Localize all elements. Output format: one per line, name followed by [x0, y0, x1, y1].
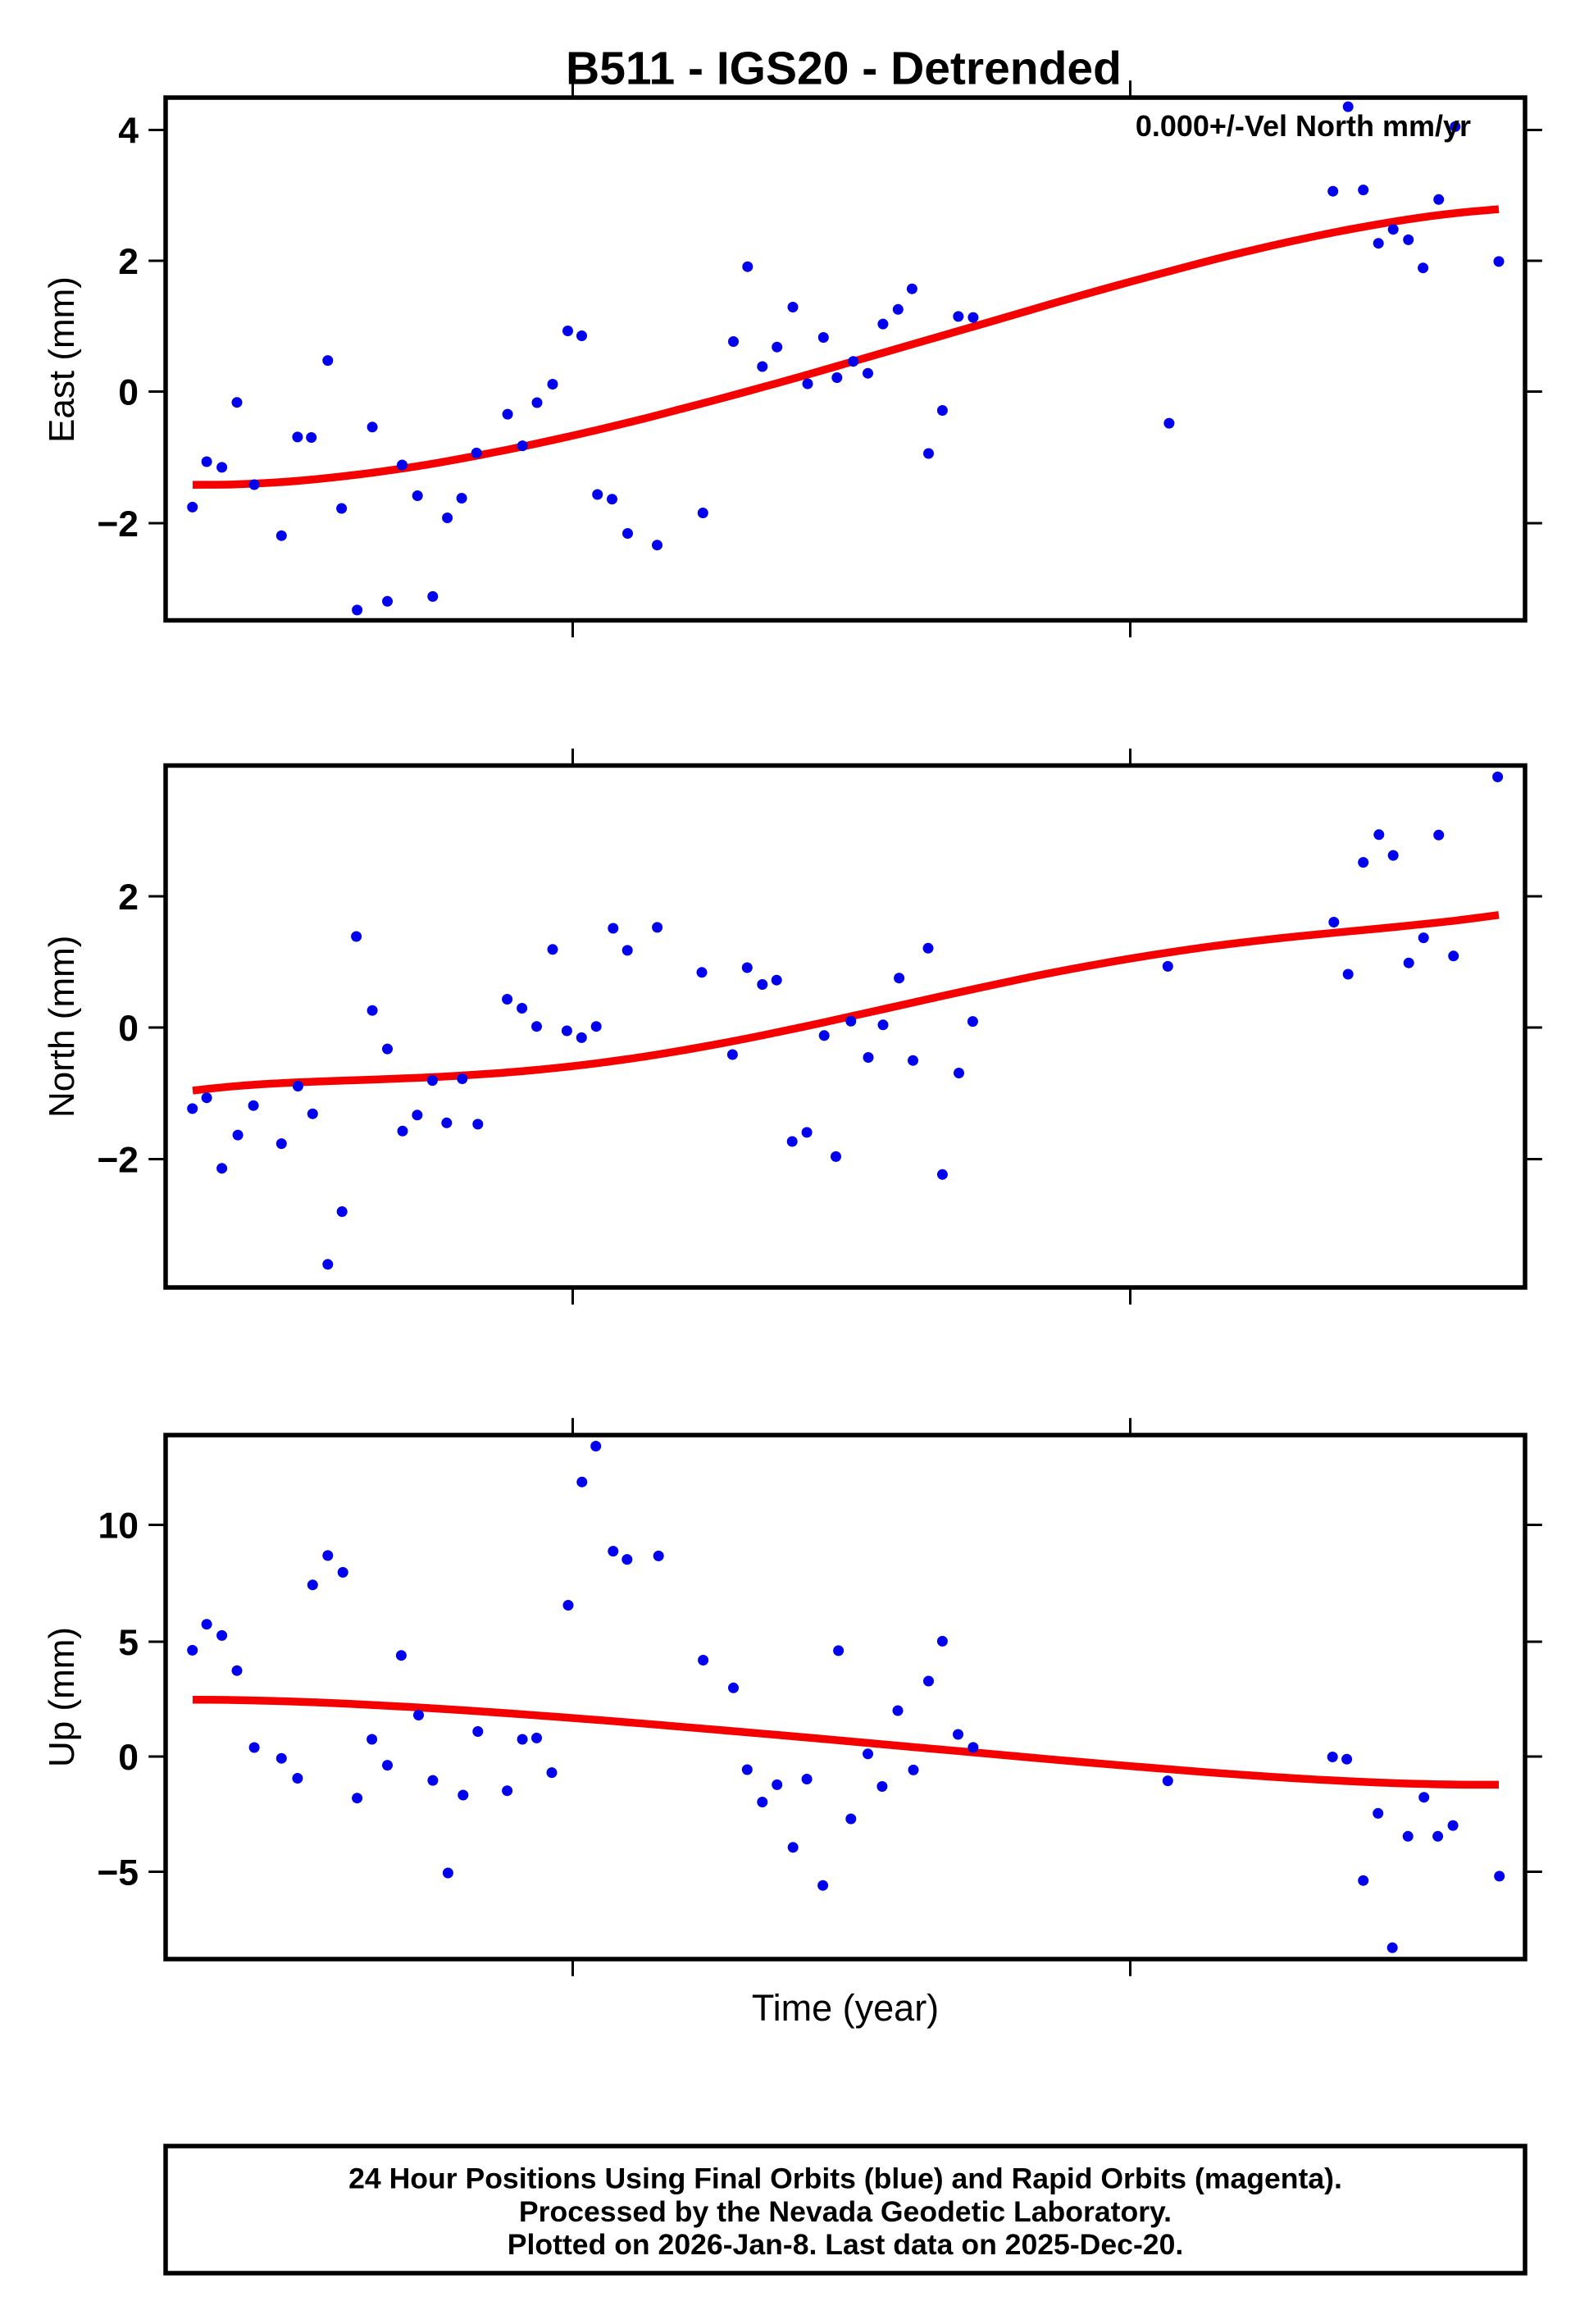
svg-text:Time (year): Time (year) — [752, 1987, 939, 2029]
svg-text:Plotted on 2026-Jan-8. Last da: Plotted on 2026-Jan-8. Last data on 2025… — [508, 2228, 1184, 2261]
svg-text:−2: −2 — [97, 504, 139, 545]
svg-text:−2: −2 — [97, 1141, 139, 1181]
svg-text:B511 - IGS20 - Detrended: B511 - IGS20 - Detrended — [566, 43, 1122, 95]
svg-text:0: 0 — [118, 1009, 139, 1049]
svg-text:24 Hour Positions Using Final: 24 Hour Positions Using Final Orbits (bl… — [348, 2162, 1342, 2195]
svg-text:Up (mm): Up (mm) — [42, 1627, 82, 1767]
svg-text:0: 0 — [118, 373, 139, 413]
svg-text:−5: −5 — [97, 1853, 139, 1893]
svg-text:North (mm): North (mm) — [42, 936, 82, 1118]
svg-text:East (mm): East (mm) — [42, 276, 82, 443]
svg-text:Processed by the Nevada Geodet: Processed by the Nevada Geodetic Laborat… — [519, 2195, 1172, 2228]
svg-text:4: 4 — [118, 112, 139, 152]
svg-text:2: 2 — [118, 877, 139, 918]
svg-text:10: 10 — [98, 1506, 139, 1547]
svg-text:0: 0 — [118, 1738, 139, 1778]
svg-text:2: 2 — [118, 242, 139, 282]
svg-text:5: 5 — [118, 1623, 139, 1663]
svg-text:0.000+/-Vel North mm/yr: 0.000+/-Vel North mm/yr — [1136, 109, 1471, 143]
